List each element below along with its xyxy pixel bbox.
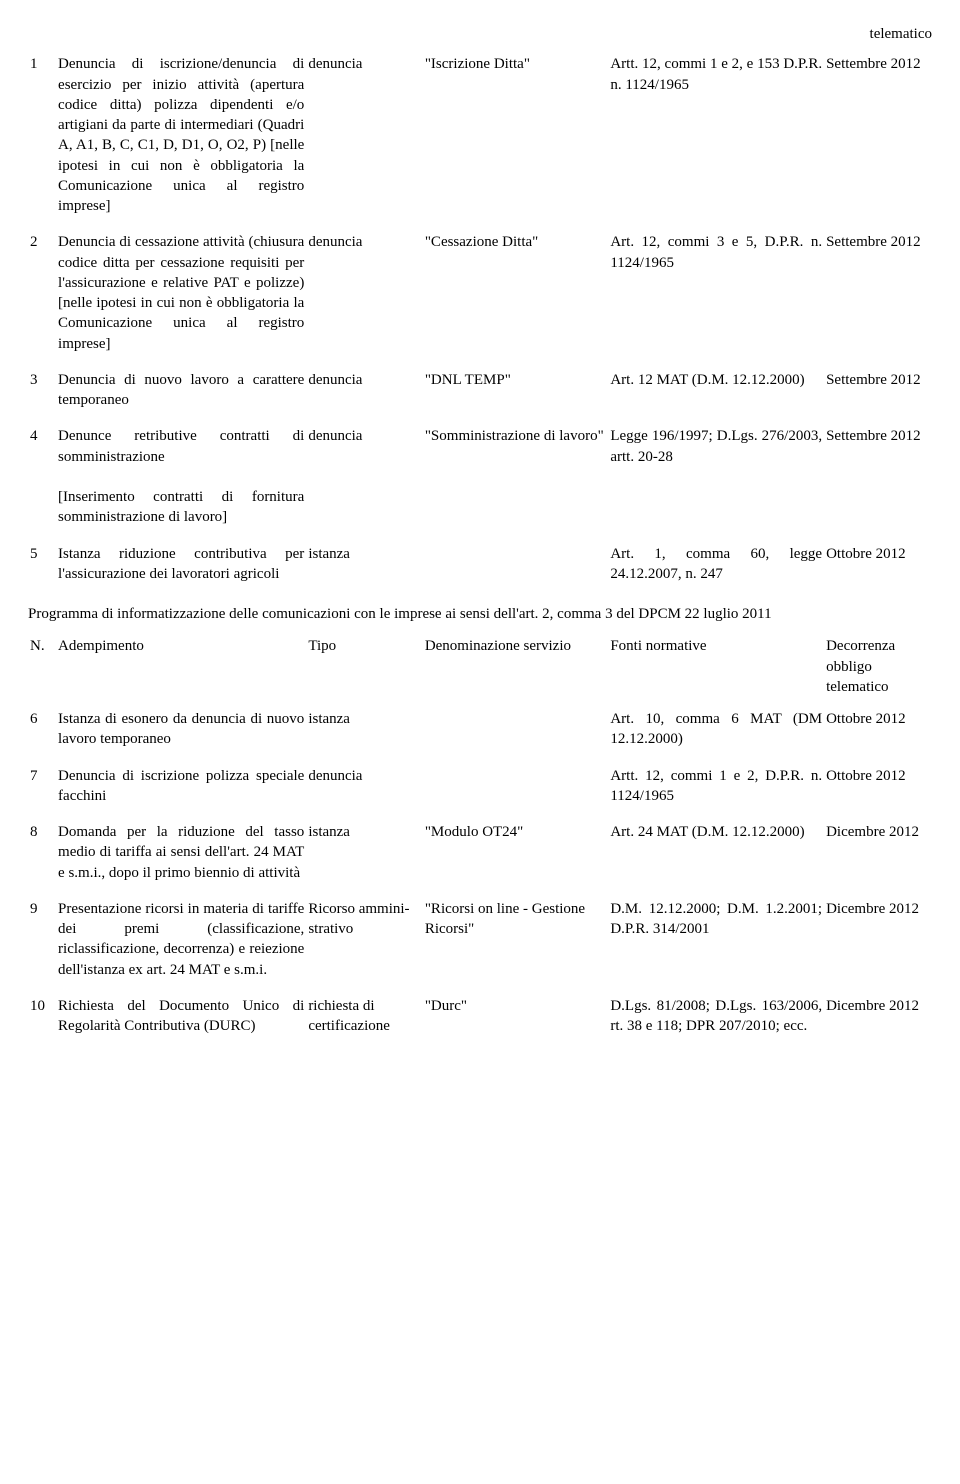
cell-fonti: Art. 12 MAT (D.M. 12.12.2000) [608,368,824,425]
col-header-tipo: Tipo [306,630,423,707]
col-header-n: N. [28,630,56,707]
cell-denominazione: "Iscrizione Ditta" [423,52,609,230]
cell-fonti: Art. 1, comma 60, legge 24.12.2007, n. 2… [608,542,824,599]
cell-n: 6 [28,707,56,764]
cell-tipo: denuncia [306,764,423,821]
cell-n: 1 [28,52,56,230]
cell-n: 4 [28,424,56,541]
cell-fonti: D.M. 12.12.2000; D.M. 1.2.2001; D.P.R. 3… [608,897,824,994]
table-row: 3Denuncia di nuovo lavoro a carattere te… [28,368,932,425]
cell-adempimento: Domanda per la riduzione del tasso medio… [56,820,306,897]
cell-n: 7 [28,764,56,821]
cell-adempimento: Denunce retributive contratti di sommini… [56,424,306,541]
cell-adempimento: Denuncia di iscrizione polizza speciale … [56,764,306,821]
cell-n: 9 [28,897,56,994]
main-table-1: 1Denuncia di iscrizione/denuncia di eser… [28,52,932,598]
cell-fonti: Art. 24 MAT (D.M. 12.12.2000) [608,820,824,897]
cell-fonti: Legge 196/1997; D.Lgs. 276/2003, artt. 2… [608,424,824,541]
cell-tipo: denuncia [306,424,423,541]
table-header-row: N. Adempimento Tipo Denominazione serviz… [28,630,932,707]
cell-adempimento: Presentazione ricorsi in materia di tari… [56,897,306,994]
cell-adempimento: Istanza riduzione contributiva per l'ass… [56,542,306,599]
cell-decorrenza: Dicembre 2012 [824,897,932,994]
table-row: 9Presentazione ricorsi in materia di tar… [28,897,932,994]
cell-fonti: D.Lgs. 81/2008; D.Lgs. 163/2006, rt. 38 … [608,994,824,1051]
col-header-decorrenza: Decorrenza obbligo telematico [824,630,932,707]
cell-denominazione [423,707,609,764]
cell-tipo: istanza [306,820,423,897]
cell-decorrenza: Settembre 2012 [824,368,932,425]
cell-adempimento: Denuncia di cessazione attività (chiusur… [56,230,306,368]
cell-decorrenza: Settembre 2012 [824,230,932,368]
cell-n: 10 [28,994,56,1051]
table-row: 10Richiesta del Documento Unico di Regol… [28,994,932,1051]
cell-denominazione: "Modulo OT24" [423,820,609,897]
table-row: 2Denuncia di cessazione attività (chiusu… [28,230,932,368]
cell-n: 2 [28,230,56,368]
cell-decorrenza: Settembre 2012 [824,52,932,230]
header-right-label: telematico [28,24,932,44]
cell-decorrenza: Ottobre 2012 [824,542,932,599]
cell-denominazione [423,764,609,821]
cell-decorrenza: Dicembre 2012 [824,994,932,1051]
table-row: 7Denuncia di iscrizione polizza speciale… [28,764,932,821]
cell-decorrenza: Dicembre 2012 [824,820,932,897]
table-row: 1Denuncia di iscrizione/denuncia di eser… [28,52,932,230]
table-row: 4Denunce retributive contratti di sommin… [28,424,932,541]
col-header-fonti: Fonti normative [608,630,824,707]
cell-tipo: denuncia [306,52,423,230]
table-row: 5Istanza riduzione contributiva per l'as… [28,542,932,599]
cell-decorrenza: Ottobre 2012 [824,707,932,764]
cell-n: 3 [28,368,56,425]
cell-denominazione: "Cessazione Ditta" [423,230,609,368]
cell-n: 8 [28,820,56,897]
cell-fonti: Art. 10, comma 6 MAT (DM 12.12.2000) [608,707,824,764]
cell-tipo: denuncia [306,368,423,425]
cell-denominazione: "Somministrazione di lavoro" [423,424,609,541]
cell-tipo: istanza [306,707,423,764]
cell-tipo: richiesta di certificazione [306,994,423,1051]
cell-adempimento: Denuncia di nuovo lavoro a carattere tem… [56,368,306,425]
section-paragraph: Programma di informatizzazione delle com… [28,604,932,624]
cell-tipo: denuncia [306,230,423,368]
cell-adempimento: Denuncia di iscrizione/denuncia di eserc… [56,52,306,230]
cell-denominazione: "Ricorsi on line - Gestione Ricorsi" [423,897,609,994]
col-header-denominazione: Denominazione servizio [423,630,609,707]
cell-adempimento: Richiesta del Documento Unico di Regolar… [56,994,306,1051]
cell-denominazione: "Durc" [423,994,609,1051]
col-header-adempimento: Adempimento [56,630,306,707]
cell-denominazione: "DNL TEMP" [423,368,609,425]
main-table-2: N. Adempimento Tipo Denominazione serviz… [28,630,932,1050]
cell-fonti: Art. 12, commi 3 e 5, D.P.R. n. 1124/196… [608,230,824,368]
cell-adempimento: Istanza di esonero da denuncia di nuovo … [56,707,306,764]
cell-tipo: istanza [306,542,423,599]
cell-fonti: Artt. 12, commi 1 e 2, e 153 D.P.R. n. 1… [608,52,824,230]
table-row: 8Domanda per la riduzione del tasso medi… [28,820,932,897]
cell-decorrenza: Ottobre 2012 [824,764,932,821]
cell-denominazione [423,542,609,599]
table-row: 6Istanza di esonero da denuncia di nuovo… [28,707,932,764]
cell-n: 5 [28,542,56,599]
cell-decorrenza: Settembre 2012 [824,424,932,541]
cell-tipo: Ricorso ammini-strativo [306,897,423,994]
cell-fonti: Artt. 12, commi 1 e 2, D.P.R. n. 1124/19… [608,764,824,821]
